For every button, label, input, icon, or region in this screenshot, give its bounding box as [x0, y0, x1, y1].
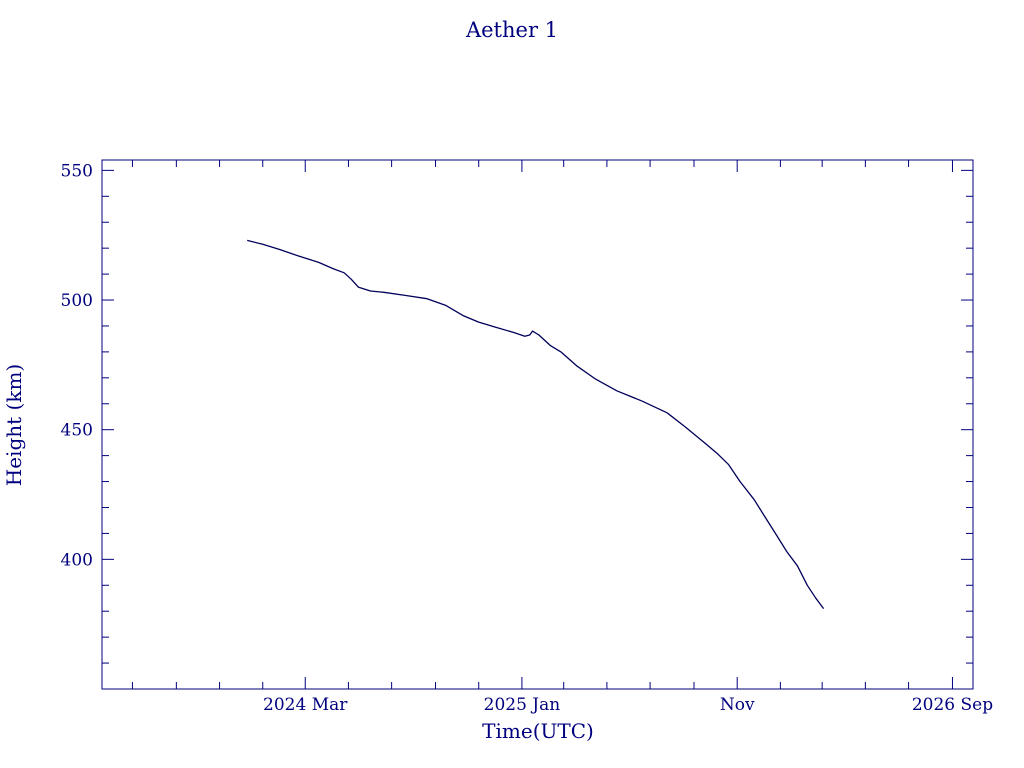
- x-tick-label: 2026 Sep: [912, 695, 993, 715]
- y-tick-label: 400: [61, 550, 93, 570]
- x-tick-label: 2025 Jan: [484, 695, 561, 715]
- x-axis: 2024 Mar 2025 Jan Nov 2026 Sep: [131, 160, 993, 715]
- series-line: [247, 239, 825, 609]
- y-axis-label: Height (km): [2, 364, 26, 486]
- y-tick-label: 500: [61, 291, 93, 311]
- series-layer: [247, 239, 825, 609]
- x-tick-label: 2024 Mar: [263, 695, 348, 715]
- chart-title: Aether 1: [465, 18, 558, 42]
- x-axis-label: Time(UTC): [482, 719, 594, 743]
- x-tick-label: Nov: [720, 695, 755, 715]
- y-axis: 400 450 500 550: [61, 161, 973, 664]
- y-tick-label: 550: [61, 161, 93, 181]
- plot-border: [101, 159, 974, 690]
- y-tick-label: 450: [61, 421, 93, 441]
- plot-frame: [101, 159, 974, 690]
